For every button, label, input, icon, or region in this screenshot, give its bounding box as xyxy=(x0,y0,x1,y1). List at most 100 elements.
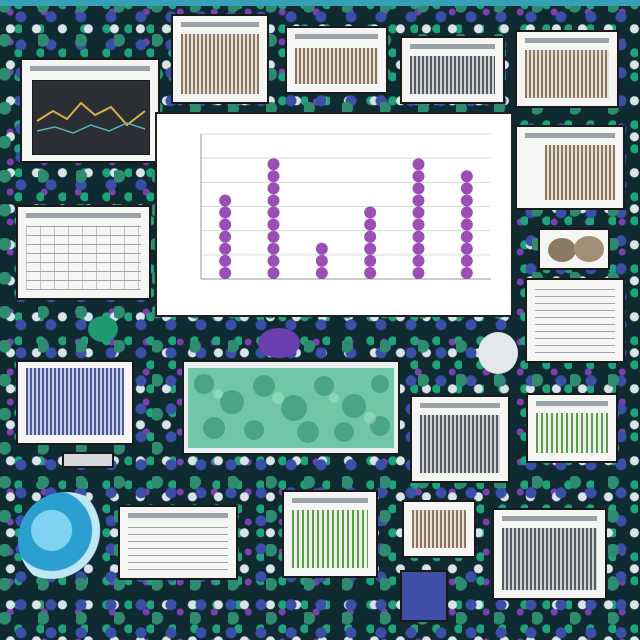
thumbnail-striped-plot xyxy=(412,510,466,548)
thumbnail-bar-chart-top-1 xyxy=(171,14,269,104)
thumbnail-striped-plot xyxy=(502,528,597,590)
data-point xyxy=(219,254,232,267)
thumbnail-grid-left xyxy=(16,205,151,300)
thumbnail-bar-chart-right xyxy=(526,393,618,463)
data-point xyxy=(364,218,377,231)
thumbnail-bar-chart-top-2 xyxy=(285,26,388,94)
data-point xyxy=(364,206,377,219)
data-point xyxy=(412,266,425,279)
data-point xyxy=(315,242,328,255)
data-point xyxy=(364,266,377,279)
data-point xyxy=(460,206,473,219)
thumbnail-title-bar xyxy=(295,34,378,39)
data-point xyxy=(412,194,425,207)
coral-texture-panel xyxy=(182,360,400,455)
green-coral-texture-icon xyxy=(188,368,394,448)
data-point xyxy=(219,194,232,207)
thumbnail-title-bar xyxy=(502,516,597,521)
thumbnail-striped-plot xyxy=(292,510,368,568)
data-point xyxy=(460,218,473,231)
thumbnail-striped-plot xyxy=(26,368,124,435)
data-point xyxy=(412,242,425,255)
thumbnail-text-lines xyxy=(128,525,228,570)
data-point xyxy=(267,230,280,243)
data-point xyxy=(267,218,280,231)
data-point xyxy=(315,254,328,267)
data-point xyxy=(412,158,425,171)
data-point xyxy=(412,206,425,219)
thumbnail-dark-plot xyxy=(32,80,150,155)
thumbnail-small-bottom xyxy=(400,570,448,622)
thumbnail-striped-plot xyxy=(525,50,609,98)
thumbnail-striped-plot xyxy=(181,34,259,94)
thumbnail-title-bar xyxy=(420,403,500,408)
data-point xyxy=(267,194,280,207)
thumbnail-bar-chart-top-right xyxy=(515,30,619,108)
brown-stone-icon xyxy=(548,238,576,262)
thumbnail-striped-plot xyxy=(410,56,495,94)
data-point xyxy=(219,230,232,243)
thumbnail-line-chart-top-left xyxy=(20,58,160,163)
data-point xyxy=(267,254,280,267)
data-point xyxy=(460,254,473,267)
data-point xyxy=(219,206,232,219)
thumbnail-text-lines xyxy=(535,288,615,353)
data-point xyxy=(460,242,473,255)
thumbnail-stone-photo xyxy=(538,228,610,270)
data-point xyxy=(412,182,425,195)
purple-stone-icon xyxy=(258,328,300,358)
thumbnail-bar-chart-center-right xyxy=(410,395,510,483)
thumbnail-title-bar xyxy=(525,133,615,138)
data-point xyxy=(267,266,280,279)
teal-ceramic-object-icon xyxy=(18,492,114,588)
data-point xyxy=(412,254,425,267)
data-point xyxy=(219,266,232,279)
thumbnail-striped-plot xyxy=(545,145,615,200)
data-point xyxy=(315,266,328,279)
thumbnail-striped-plot xyxy=(295,48,378,84)
thumbnail-line-graphic xyxy=(36,101,146,134)
data-point xyxy=(460,230,473,243)
data-point xyxy=(267,242,280,255)
thumbnail-bar-chart-bottom-center xyxy=(282,490,378,578)
data-point xyxy=(412,170,425,183)
thumbnail-title-bar xyxy=(525,38,609,43)
brown-stone-icon xyxy=(574,236,604,262)
data-point xyxy=(267,182,280,195)
thumbnail-title-bar xyxy=(292,498,368,503)
data-point xyxy=(412,230,425,243)
thumbnail-line-chart-bottom-left xyxy=(118,505,238,580)
data-point xyxy=(219,242,232,255)
data-point xyxy=(267,170,280,183)
chart-plot xyxy=(200,133,491,280)
data-point xyxy=(364,254,377,267)
data-point xyxy=(219,218,232,231)
data-point xyxy=(364,242,377,255)
thumbnail-title-bar xyxy=(26,213,141,218)
thumbnail-title-bar xyxy=(410,44,495,49)
thumbnail-text-document-right xyxy=(525,278,625,363)
white-stone-icon xyxy=(478,332,518,374)
green-stone-icon xyxy=(88,316,118,342)
data-point xyxy=(460,182,473,195)
thumbnail-text-lines xyxy=(26,225,141,290)
data-point xyxy=(267,206,280,219)
thumbnail-monitor-left xyxy=(16,360,134,445)
thumbnail-striped-plot xyxy=(536,413,608,453)
thumbnail-bar-chart-top-3 xyxy=(400,36,505,104)
data-point xyxy=(364,230,377,243)
thumbnail-title-bar xyxy=(536,401,608,406)
thumbnail-striped-plot xyxy=(420,415,500,473)
data-point xyxy=(460,194,473,207)
thumbnail-table-right xyxy=(515,125,625,210)
thumbnail-title-bar xyxy=(30,66,150,71)
top-color-strip xyxy=(0,0,640,6)
thumbnail-title-bar xyxy=(128,513,228,518)
main-dot-chart xyxy=(155,112,513,317)
data-point xyxy=(267,158,280,171)
monitor-stand xyxy=(62,452,114,468)
thumbnail-bar-chart-bottom-2 xyxy=(402,500,476,558)
data-point xyxy=(412,218,425,231)
thumbnail-monitor-bottom-right xyxy=(492,508,607,600)
data-point xyxy=(460,266,473,279)
